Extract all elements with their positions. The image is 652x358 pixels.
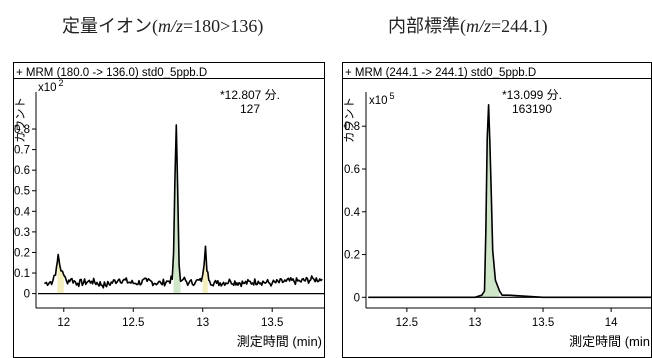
x-tick-label: 13	[469, 317, 482, 329]
caption-left-prefix: 定量イオン(	[62, 16, 158, 36]
y-multiplier: x10 5	[369, 91, 395, 107]
y-tick-label: 0.4	[344, 207, 361, 219]
chart-frame	[342, 62, 652, 358]
y-tick-label: 0.7	[14, 145, 30, 157]
y-tick-label: 0	[24, 289, 30, 301]
chart-frame	[13, 62, 325, 358]
chart-header: + MRM (180.0 -> 136.0) std0_5ppb.D	[16, 67, 207, 79]
y-tick-label: 0.5	[14, 186, 30, 198]
x-tick-label: 12.5	[396, 317, 418, 329]
chart-panel-1: + MRM (180.0 -> 136.0) std0_5ppb.D 0 0.1 0.…	[13, 62, 325, 358]
caption-right-prefix: 内部標準(	[388, 16, 466, 36]
y-axis-label: カウント	[343, 97, 356, 143]
chromatogram-trace	[44, 124, 323, 289]
y-tick-label: 0	[354, 292, 360, 304]
caption-right-suffix: =244.1)	[491, 16, 548, 36]
peak-area-label: 127	[240, 102, 260, 116]
chart-header: + MRM (244.1 -> 244.1) std0_5ppb.D	[345, 67, 536, 79]
y-tick-label: 0.3	[14, 227, 30, 239]
y-tick-label: 0.4	[14, 206, 31, 218]
x-tick-label: 13.5	[532, 317, 554, 329]
y-tick-label: 0.6	[344, 164, 360, 176]
y-tick-label: 0.2	[14, 247, 30, 259]
x-axis-label: 測定時間 (min)	[237, 334, 322, 349]
x-tick-label: 12.5	[122, 317, 144, 329]
x-tick-label: 13.5	[261, 317, 283, 329]
peak-retention-time-label: *12.807 分.	[220, 88, 280, 102]
caption-left-suffix: =180>136)	[183, 16, 264, 36]
y-tick-label: 0.2	[344, 250, 360, 262]
x-tick-label: 13	[196, 317, 209, 329]
y-tick-label: 0.1	[14, 268, 30, 280]
y-axis-label: カウント	[14, 97, 27, 143]
peak-retention-time-label: *13.099 分.	[502, 88, 562, 102]
peak-area-label: 163190	[512, 102, 552, 116]
y-tick-label: 0.6	[14, 165, 30, 177]
x-tick-label: 14	[605, 317, 618, 329]
chart-panel-2: + MRM (244.1 -> 244.1) std0_5ppb.D 0 0.2 0.…	[342, 62, 652, 358]
secondary-peak-fill	[202, 246, 208, 294]
caption-right-mz: m/z	[466, 16, 492, 36]
caption-left-mz: m/z	[158, 16, 184, 36]
caption-quant-ion: 定量イオン(m/z=180>136)	[62, 12, 263, 38]
y-tick-label: 0.8	[14, 124, 30, 136]
chromatogram-trace	[368, 104, 652, 299]
x-tick-label: 12	[57, 317, 70, 329]
x-axis-label: 測定時間 (min	[569, 334, 650, 349]
y-tick-label: 0.8	[344, 121, 360, 133]
y-multiplier: x10 2	[38, 78, 64, 94]
caption-internal-standard: 内部標準(m/z=244.1)	[388, 12, 548, 38]
